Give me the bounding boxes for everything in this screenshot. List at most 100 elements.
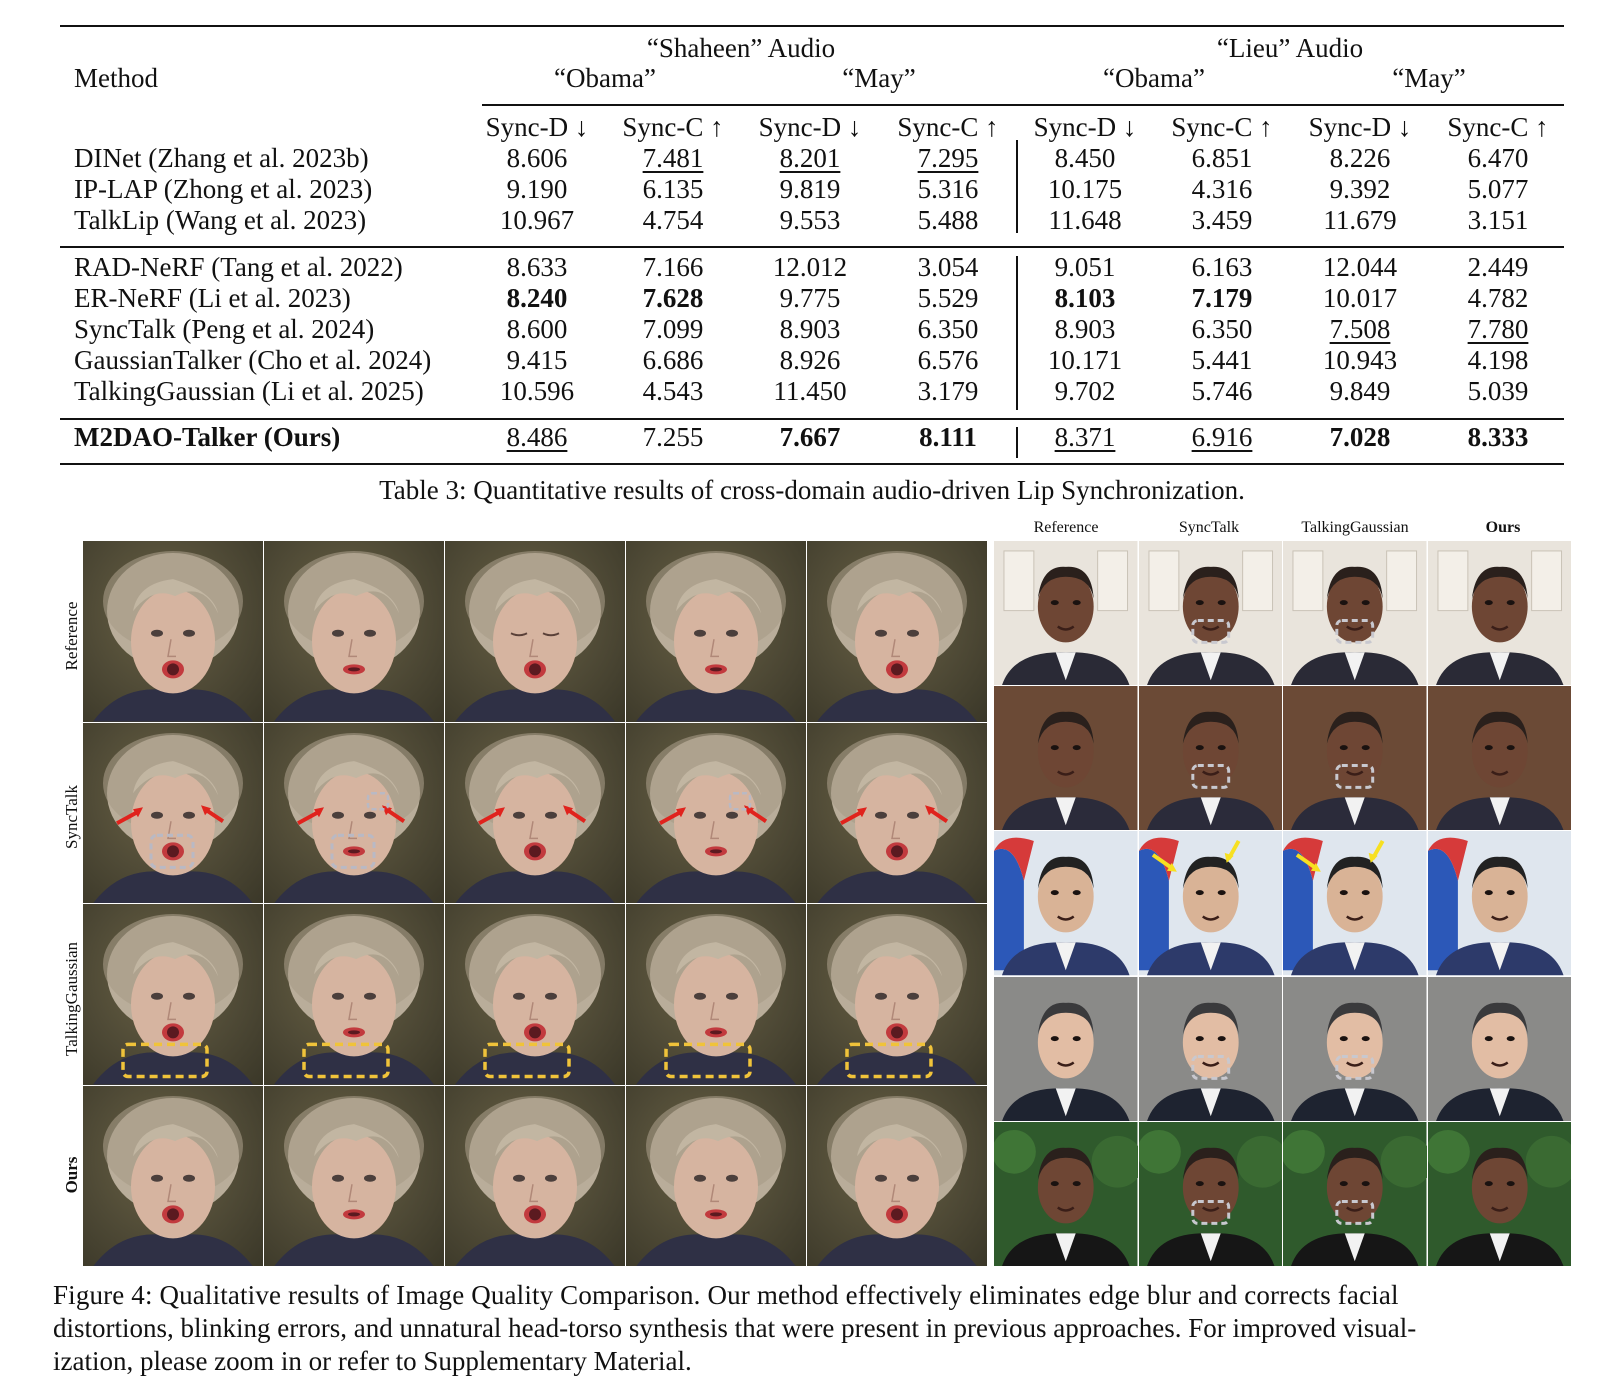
qualitative-frame-obama: [1283, 686, 1427, 831]
table-cell: 3.459: [1191, 205, 1253, 235]
figure-caption-line-1: Figure 4: Qualitative results of Image Q…: [53, 1280, 1399, 1310]
table-cell: 3.054: [917, 252, 979, 282]
qualitative-frame-may: [445, 722, 625, 903]
table-row-method-ours: M2DAO-Talker (Ours): [74, 422, 341, 452]
table-cell: 8.103: [1054, 283, 1116, 313]
qualitative-frame-obama: [1427, 831, 1571, 976]
qualitative-frame-obama: [1283, 1121, 1427, 1266]
left-row-label-reference: Reference: [62, 601, 81, 671]
qualitative-frame-obama: [1283, 541, 1427, 686]
table-cell: 7.628: [642, 283, 704, 313]
qualitative-frame-may: [264, 904, 444, 1085]
right-col-header-talkinggaussian: TalkingGaussian: [1301, 519, 1409, 536]
table-cell: 7.481: [642, 143, 704, 173]
qualitative-frame-obama: [994, 831, 1138, 976]
right-col-header-reference: Reference: [1033, 519, 1099, 536]
table-cell: 10.967: [499, 205, 575, 235]
table-cell: 6.916: [1191, 422, 1253, 452]
table-cell: 7.508: [1329, 314, 1391, 344]
table-cell: 2.449: [1467, 252, 1529, 282]
group-header-lieu: “Lieu” Audio: [1216, 33, 1364, 63]
qualitative-frame-obama: [1138, 686, 1282, 831]
table-cell: 5.441: [1191, 345, 1253, 375]
table-cell: 12.044: [1322, 252, 1398, 282]
table-cell: 9.190: [506, 174, 568, 204]
qualitative-frame-may: [264, 541, 444, 722]
qualitative-frame-obama: [1283, 976, 1427, 1121]
table-cell: 8.240: [506, 283, 568, 313]
table-top-rule: [60, 25, 1564, 27]
table-cell: 8.111: [919, 422, 977, 452]
sub-header-may-1: “May”: [842, 63, 916, 93]
table-cell: 5.039: [1467, 376, 1529, 406]
table-cell: 4.782: [1467, 283, 1529, 313]
table-cell: 7.780: [1467, 314, 1529, 344]
qualitative-grid-left: [83, 541, 988, 1267]
qualitative-frame-may: [626, 1085, 806, 1266]
group-rule-1: [60, 246, 1564, 248]
table-caption: Table 3: Quantitative results of cross-d…: [379, 475, 1245, 505]
qualitative-frame-may: [83, 722, 263, 903]
table-cell: 3.179: [917, 376, 979, 406]
qualitative-frame-may: [445, 904, 625, 1085]
qualitative-frame-obama: [1427, 541, 1571, 686]
table-cell: 9.051: [1054, 252, 1116, 282]
qualitative-frame-obama: [1138, 831, 1282, 976]
table-cell: 9.775: [779, 283, 841, 313]
qualitative-frame-may: [807, 1085, 987, 1266]
table-cell: 7.295: [917, 143, 979, 173]
table-cell: 8.450: [1054, 143, 1116, 173]
table-cell: 7.028: [1329, 422, 1391, 452]
table-cell: 6.163: [1191, 252, 1253, 282]
metric-header: Sync-D ↓: [1033, 112, 1137, 142]
figure-caption-line-3: ization, please zoom in or refer to Supp…: [53, 1346, 692, 1376]
qualitative-frame-may: [807, 904, 987, 1085]
metric-header: Sync-D ↓: [485, 112, 589, 142]
group-rule-2: [60, 418, 1564, 420]
table-cell: 9.702: [1054, 376, 1116, 406]
table-row-method: DINet (Zhang et al. 2023b): [74, 143, 369, 173]
right-col-header-ours: Ours: [1485, 519, 1521, 536]
table-cell: 7.179: [1191, 283, 1253, 313]
table-cell: 5.746: [1191, 376, 1253, 406]
table-cell: 4.754: [642, 205, 704, 235]
table-cell: 8.600: [506, 314, 568, 344]
qualitative-frame-may: [264, 722, 444, 903]
header-mid-rule: [482, 104, 1564, 106]
table-cell: 7.255: [642, 422, 704, 452]
qualitative-frame-may: [626, 541, 806, 722]
table-row-method: IP-LAP (Zhong et al. 2023): [74, 174, 373, 204]
table-cell: 8.333: [1467, 422, 1529, 452]
table-cell: 8.903: [779, 314, 841, 344]
qualitative-frame-may: [83, 541, 263, 722]
qualitative-frame-obama: [1138, 1121, 1282, 1266]
qualitative-frame-obama: [1138, 541, 1282, 686]
table-row-method: TalkingGaussian (Li et al. 2025): [74, 376, 424, 406]
table-cell: 8.633: [506, 252, 568, 282]
sub-header-may-2: “May”: [1392, 63, 1466, 93]
table-cell: 11.679: [1323, 205, 1397, 235]
table-cell: 5.316: [917, 174, 979, 204]
table-cell: 8.226: [1329, 143, 1391, 173]
metric-header: Sync-C ↑: [622, 112, 724, 142]
qualitative-frame-may: [264, 1085, 444, 1266]
table-row-method: SyncTalk (Peng et al. 2024): [74, 314, 375, 344]
table-cell: 11.648: [1048, 205, 1122, 235]
metric-header: Sync-D ↓: [758, 112, 862, 142]
table-row-method: TalkLip (Wang et al. 2023): [74, 205, 367, 235]
table-cell: 3.151: [1467, 205, 1529, 235]
table-row-method: GaussianTalker (Cho et al. 2024): [74, 345, 432, 375]
table-cell: 8.903: [1054, 314, 1116, 344]
left-row-label-synctalk: SyncTalk: [62, 785, 81, 849]
table-column-separator-2: [1016, 256, 1018, 410]
metric-header: Sync-C ↑: [897, 112, 999, 142]
table-cell: 6.686: [642, 345, 704, 375]
qualitative-frame-obama: [1427, 1121, 1571, 1266]
table-cell: 9.392: [1329, 174, 1391, 204]
qualitative-frame-may: [807, 541, 987, 722]
qualitative-frame-obama: [1283, 831, 1427, 976]
table-cell: 4.316: [1191, 174, 1253, 204]
table-cell: 4.543: [642, 376, 704, 406]
metric-header: Sync-D ↓: [1308, 112, 1412, 142]
table-cell: 7.166: [642, 252, 704, 282]
